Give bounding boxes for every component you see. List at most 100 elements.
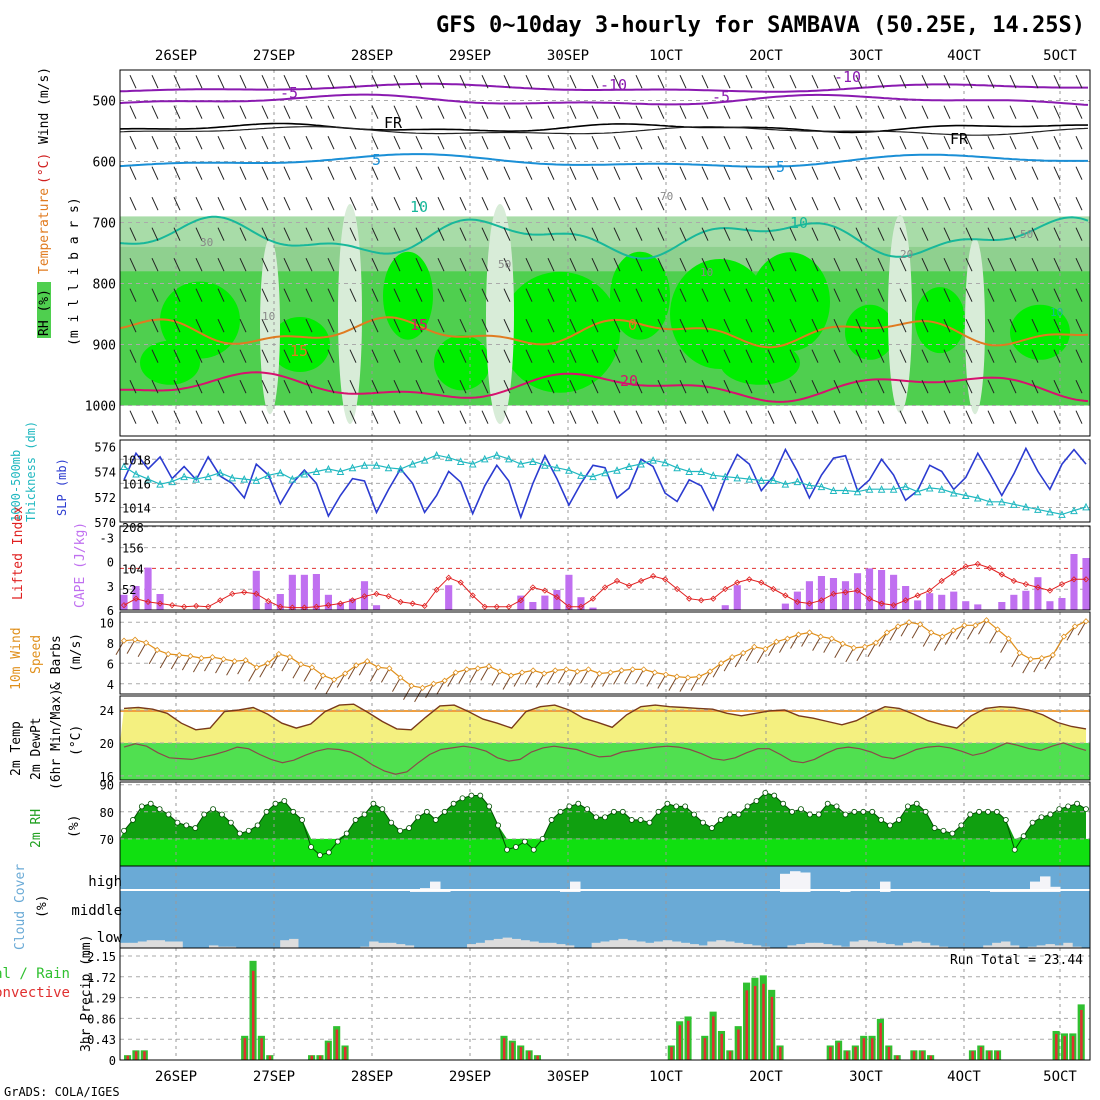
- cloud-low-bar: [173, 941, 183, 948]
- cloud-low-bar: [226, 946, 237, 948]
- rh2m-point: [415, 814, 421, 821]
- thickness-point: [601, 468, 609, 477]
- wind-barb: [657, 318, 665, 333]
- wind-barb: [129, 196, 137, 211]
- wind-barb: [569, 318, 577, 333]
- cape-bar: [1046, 601, 1054, 610]
- wind-barb: [415, 410, 423, 424]
- rh2m-point: [1065, 803, 1072, 810]
- wind-barb: [679, 288, 687, 302]
- wind-barb: [635, 227, 643, 241]
- wind10-barb: [602, 672, 611, 687]
- wind-barb: [1075, 166, 1083, 180]
- wind-barb: [547, 288, 555, 302]
- lifted-index-point: [469, 592, 476, 599]
- precip-convective-bar: [260, 1038, 263, 1060]
- cape-bar: [252, 570, 260, 610]
- rh2m-point: [147, 800, 154, 807]
- wind-barb: [1053, 410, 1061, 424]
- cloud-high-bar: [430, 881, 441, 892]
- date-label-top: 26SEP: [155, 48, 197, 64]
- wind-barb: [723, 105, 731, 119]
- precip-convective-bar: [745, 990, 749, 1060]
- cloud-low-bar: [120, 942, 130, 948]
- thickness-point: [937, 485, 946, 493]
- credit-label: GrADS: COLA/IGES: [4, 1085, 120, 1099]
- temp2m-warm-band: [120, 710, 1090, 712]
- pressure-tick-label: 600: [93, 156, 116, 171]
- wind-barb: [679, 105, 687, 119]
- lifted-index-point: [734, 579, 741, 586]
- thickness-point: [589, 472, 597, 481]
- wind-barb: [943, 410, 951, 424]
- precip-convective-bar: [243, 1038, 247, 1060]
- contour-label: 10: [700, 266, 713, 279]
- rh2m-point: [370, 800, 377, 807]
- wind-barb: [305, 379, 313, 394]
- wind10-barb: [436, 680, 446, 695]
- wind-barb: [921, 379, 929, 394]
- temp2m-tick-label: 20: [100, 737, 114, 751]
- wind10-point: [751, 643, 758, 650]
- wind10-barb: [535, 673, 545, 688]
- date-label-bottom: 1OCT: [649, 1069, 683, 1085]
- wind-barb: [327, 135, 335, 150]
- rh2m-point: [539, 836, 546, 842]
- rh2m-point: [423, 808, 430, 815]
- cape-panel-labels: Lifted Index CAPE (J/kg): [11, 506, 88, 608]
- wind-barb: [1053, 227, 1061, 241]
- wind10-point: [530, 667, 537, 674]
- lifted-index-point: [1022, 581, 1029, 588]
- wind10-point: [740, 649, 747, 657]
- wind-barb: [1075, 318, 1083, 333]
- cloud-high-bar: [570, 881, 581, 892]
- wind-barb: [503, 105, 511, 119]
- rh2m-point: [896, 817, 902, 823]
- wind-barb: [899, 196, 907, 211]
- wind10-barb: [170, 654, 180, 670]
- wind-barb: [349, 166, 357, 180]
- wind-barb: [833, 288, 841, 302]
- wind-barb: [217, 349, 225, 363]
- lifted-index-point: [698, 597, 705, 604]
- thickness-point: [913, 487, 922, 496]
- panel-frame-slp: [119, 439, 1091, 523]
- lifted-index-point: [818, 597, 825, 604]
- rh2m-point: [1029, 819, 1036, 826]
- wind-barb: [789, 135, 797, 150]
- wind-barb: [1031, 349, 1039, 363]
- wind-barb: [503, 74, 511, 89]
- cape-bar: [817, 576, 826, 610]
- rh2m-tick-label: 70: [100, 833, 114, 847]
- wind-barb: [437, 227, 445, 241]
- wind-barb: [305, 288, 313, 302]
- wind-barb: [437, 257, 445, 272]
- lifted-index-line: [123, 563, 1086, 609]
- wind-barb: [833, 196, 841, 211]
- thickness-point: [1034, 505, 1042, 513]
- wind-barb: [745, 288, 753, 302]
- wind-barb: [129, 74, 137, 89]
- wind-barb: [217, 105, 225, 119]
- cape-bar: [360, 581, 369, 610]
- cloud-low-bar: [1045, 944, 1055, 948]
- temp2m-tick-label: 24: [100, 704, 114, 718]
- wind-barb: [1009, 227, 1017, 241]
- thickness-point: [396, 464, 405, 473]
- contour-label: 15: [290, 342, 308, 360]
- temp2m-label: 2m Temp: [9, 721, 24, 776]
- wind-barb: [569, 74, 577, 89]
- lifted-index-point: [1070, 576, 1078, 583]
- wind-barb: [261, 288, 269, 302]
- wind-barb: [965, 288, 973, 302]
- wind-barb: [1075, 379, 1083, 394]
- wind-barb: [921, 105, 929, 119]
- rh-high-blob: [915, 287, 965, 354]
- rh2m-point: [798, 806, 804, 812]
- lifted-index-point: [205, 603, 212, 610]
- pressure-tick-label: 500: [93, 95, 116, 110]
- wind-barb: [767, 135, 775, 150]
- cape-bar: [264, 602, 272, 610]
- wind-barb: [591, 74, 599, 89]
